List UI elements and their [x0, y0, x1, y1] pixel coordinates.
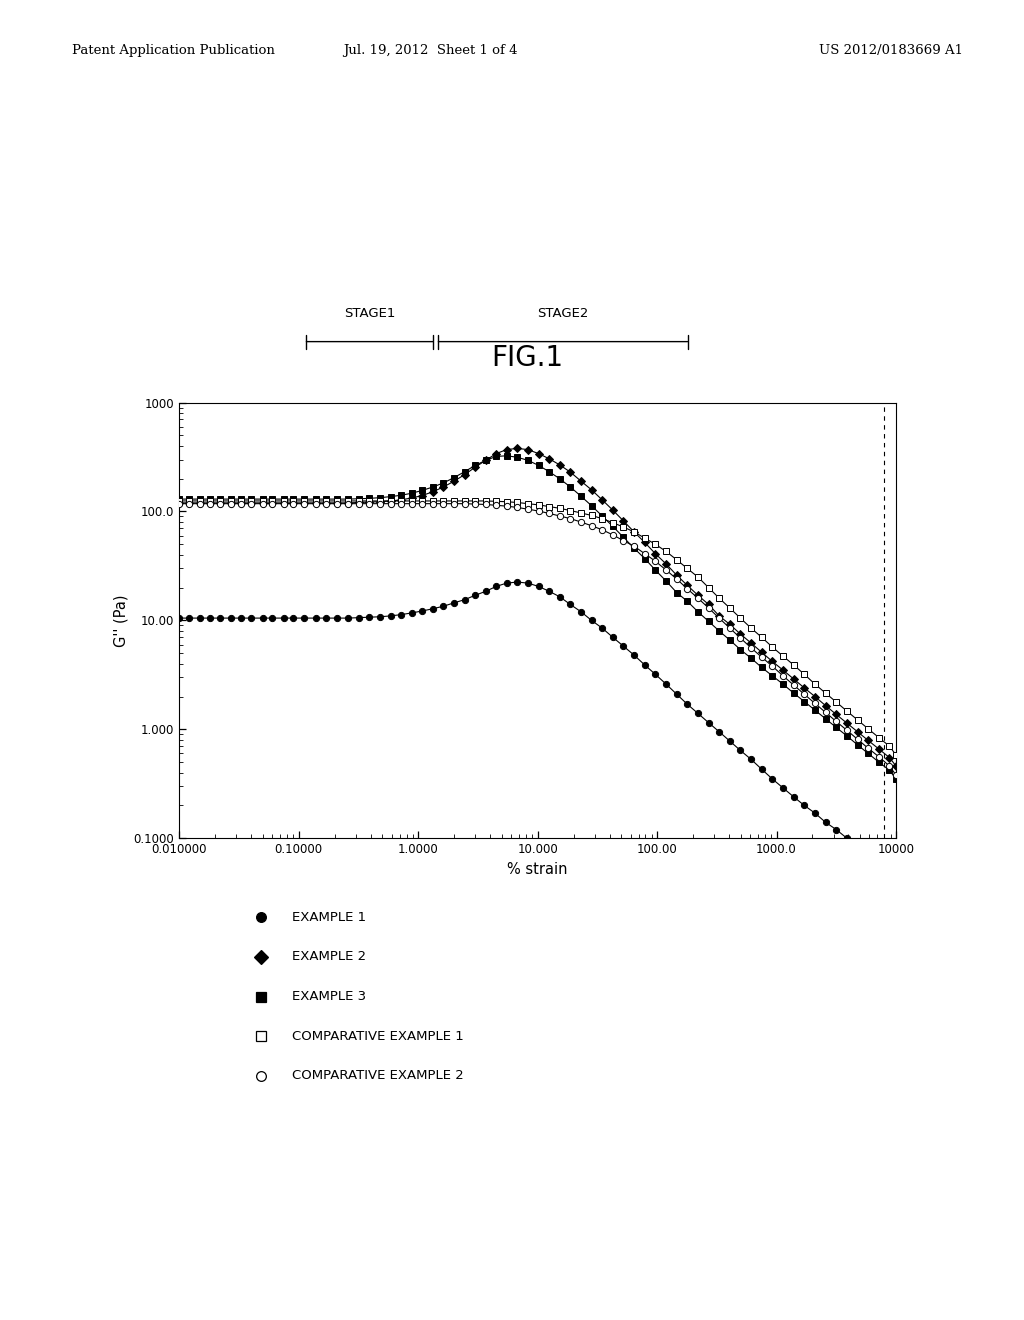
Text: US 2012/0183669 A1: US 2012/0183669 A1	[819, 44, 964, 57]
X-axis label: % strain: % strain	[507, 862, 568, 876]
Text: Patent Application Publication: Patent Application Publication	[72, 44, 274, 57]
Text: FIG.1: FIG.1	[492, 345, 563, 372]
Text: EXAMPLE 1: EXAMPLE 1	[292, 911, 366, 924]
Text: COMPARATIVE EXAMPLE 2: COMPARATIVE EXAMPLE 2	[292, 1069, 464, 1082]
Text: STAGE1: STAGE1	[344, 306, 395, 319]
Text: EXAMPLE 2: EXAMPLE 2	[292, 950, 366, 964]
Y-axis label: G'' (Pa): G'' (Pa)	[113, 594, 128, 647]
Text: COMPARATIVE EXAMPLE 1: COMPARATIVE EXAMPLE 1	[292, 1030, 464, 1043]
Text: STAGE2: STAGE2	[538, 306, 589, 319]
Text: EXAMPLE 3: EXAMPLE 3	[292, 990, 366, 1003]
Text: Jul. 19, 2012  Sheet 1 of 4: Jul. 19, 2012 Sheet 1 of 4	[343, 44, 517, 57]
